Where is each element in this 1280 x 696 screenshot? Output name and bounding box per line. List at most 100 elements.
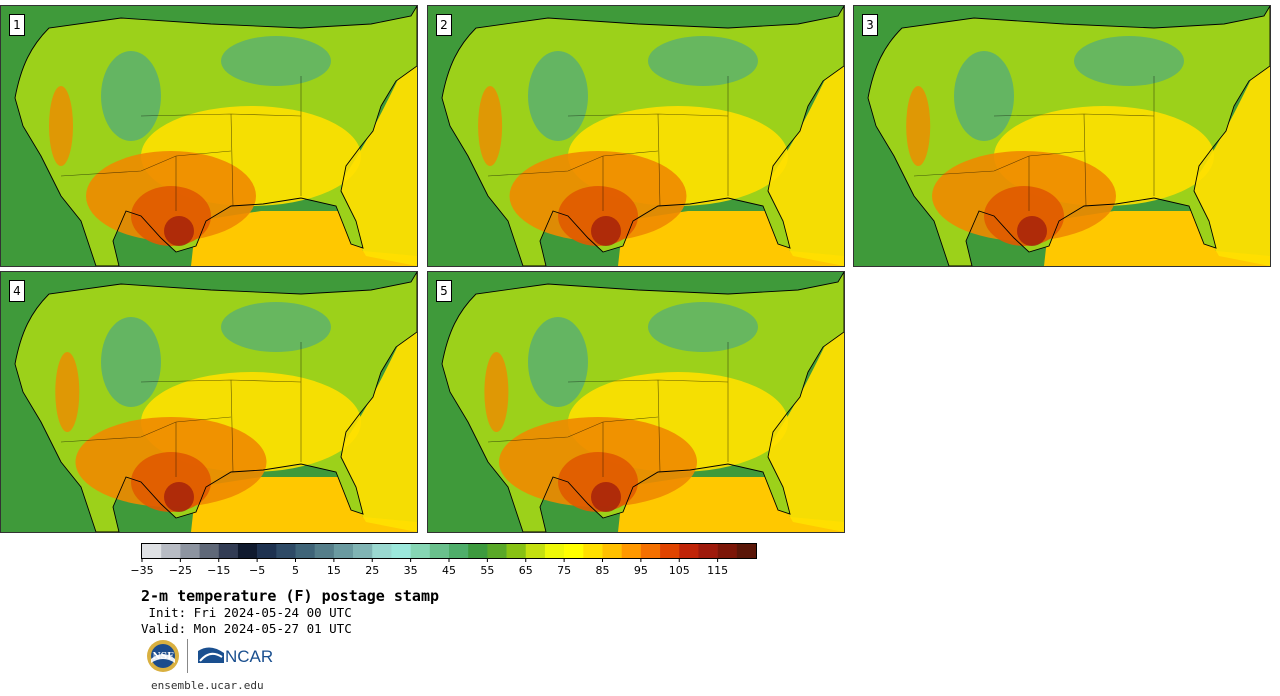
state-borders bbox=[60, 76, 302, 211]
colorbar-swatch bbox=[698, 544, 718, 558]
atlantic-warm bbox=[331, 312, 417, 532]
rocky-mountains bbox=[528, 51, 588, 141]
colorbar-tick-label: −35 bbox=[130, 564, 154, 577]
colorbar-tick-label: 55 bbox=[480, 564, 495, 577]
great-lakes-region bbox=[221, 36, 331, 86]
colorbar-swatch bbox=[660, 544, 680, 558]
central-valley-heat bbox=[55, 352, 80, 432]
coastline bbox=[441, 6, 844, 266]
colorbar-tick-label: 105 bbox=[668, 564, 690, 577]
coastline bbox=[14, 272, 417, 532]
svg-text:NCAR: NCAR bbox=[225, 647, 273, 666]
colorbar-swatch bbox=[621, 544, 642, 558]
colorbar-swatch bbox=[142, 544, 162, 558]
colorbar bbox=[141, 543, 757, 562]
svg-text:NSF: NSF bbox=[152, 652, 174, 662]
central-valley-heat bbox=[484, 352, 509, 432]
gulf-of-mexico bbox=[1044, 211, 1270, 266]
temperature-map bbox=[428, 6, 844, 266]
panel-number: 5 bbox=[436, 280, 452, 302]
colorbar-swatch bbox=[487, 544, 507, 558]
colorbar-swatch bbox=[429, 544, 450, 558]
panel-number: 1 bbox=[9, 14, 25, 36]
colorbar-swatch bbox=[276, 544, 296, 558]
colorbar-tick-label: 35 bbox=[403, 564, 418, 577]
map-panel-3: 3 bbox=[853, 5, 1271, 267]
texas-peak bbox=[591, 482, 621, 512]
colorbar-tick-label: 95 bbox=[633, 564, 648, 577]
map-panel-4: 4 bbox=[0, 271, 418, 533]
temperature-map bbox=[428, 272, 844, 532]
texas-peak bbox=[164, 216, 194, 246]
chart-title: 2-m temperature (F) postage stamp bbox=[141, 587, 440, 605]
valid-time: Valid: Mon 2024-05-27 01 UTC bbox=[141, 621, 352, 636]
colorbar-swatch bbox=[257, 544, 277, 558]
logo-separator bbox=[187, 639, 188, 673]
colorbar-swatch bbox=[391, 544, 411, 558]
colorbar-swatch bbox=[353, 544, 373, 558]
ncar-logo: NCAR bbox=[198, 647, 273, 666]
atlantic-warm bbox=[758, 312, 844, 532]
atlantic-warm bbox=[331, 46, 417, 266]
colorbar-swatch bbox=[564, 544, 584, 558]
rocky-mountains bbox=[954, 51, 1014, 141]
colorbar-swatch bbox=[295, 544, 315, 558]
colorbar-tick-label: 45 bbox=[442, 564, 456, 577]
colorbar-tick-label: 65 bbox=[518, 564, 533, 577]
init-time: Init: Fri 2024-05-24 00 UTC bbox=[141, 605, 352, 620]
colorbar-swatch bbox=[410, 544, 431, 558]
gulf-of-mexico bbox=[191, 211, 417, 266]
texas-peak bbox=[1017, 216, 1047, 246]
temperature-map bbox=[1, 6, 417, 266]
colorbar-tick-label: −5 bbox=[249, 564, 266, 577]
colorbar-swatch bbox=[180, 544, 200, 558]
colorbar-swatch bbox=[161, 544, 181, 558]
gulf-of-mexico bbox=[191, 477, 417, 532]
panel-number: 2 bbox=[436, 14, 452, 36]
central-valley-heat bbox=[906, 86, 931, 166]
nsf-logo: NSF bbox=[147, 640, 179, 672]
colorbar-swatch bbox=[640, 544, 661, 558]
colorbar-swatch bbox=[449, 544, 469, 558]
temperature-map bbox=[1, 272, 417, 532]
coastline bbox=[14, 6, 417, 266]
colorbar-swatch bbox=[679, 544, 699, 558]
colorbar-tick-label: 5 bbox=[292, 564, 299, 577]
colorbar-swatch bbox=[468, 544, 488, 558]
colorbar-swatch bbox=[583, 544, 603, 558]
state-borders bbox=[60, 342, 302, 477]
gulf-of-mexico bbox=[618, 477, 844, 532]
great-lakes-region bbox=[648, 302, 758, 352]
colorbar-tick-label: −15 bbox=[207, 564, 231, 577]
rocky-mountains bbox=[101, 317, 161, 407]
colorbar-tick-label: 25 bbox=[365, 564, 380, 577]
colorbar-tick-label: 115 bbox=[707, 564, 729, 577]
map-panel-1: 1 bbox=[0, 5, 418, 267]
colorbar-tick-label: 75 bbox=[557, 564, 572, 577]
coastline bbox=[441, 272, 844, 532]
panel-number: 4 bbox=[9, 280, 25, 302]
great-lakes-region bbox=[221, 302, 331, 352]
texas-peak bbox=[591, 216, 621, 246]
colorbar-swatch bbox=[717, 544, 738, 558]
colorbar-swatch bbox=[544, 544, 565, 558]
colorbar-swatch bbox=[525, 544, 546, 558]
state-borders bbox=[487, 76, 729, 211]
colorbar-swatch bbox=[237, 544, 258, 558]
texas-peak bbox=[164, 482, 194, 512]
panel-number: 3 bbox=[862, 14, 878, 36]
atlantic-warm bbox=[758, 46, 844, 266]
colorbar-swatch bbox=[602, 544, 622, 558]
gulf-of-mexico bbox=[618, 211, 844, 266]
colorbar-swatch bbox=[506, 544, 527, 558]
state-borders bbox=[487, 342, 729, 477]
rocky-mountains bbox=[528, 317, 588, 407]
colorbar-swatch bbox=[372, 544, 392, 558]
great-lakes-region bbox=[1074, 36, 1184, 86]
coastline bbox=[867, 6, 1270, 266]
state-borders bbox=[913, 76, 1155, 211]
colorbar-tick-label: −25 bbox=[168, 564, 192, 577]
atlantic-warm bbox=[1184, 46, 1270, 266]
great-lakes-region bbox=[648, 36, 758, 86]
colorbar-swatch bbox=[314, 544, 335, 558]
